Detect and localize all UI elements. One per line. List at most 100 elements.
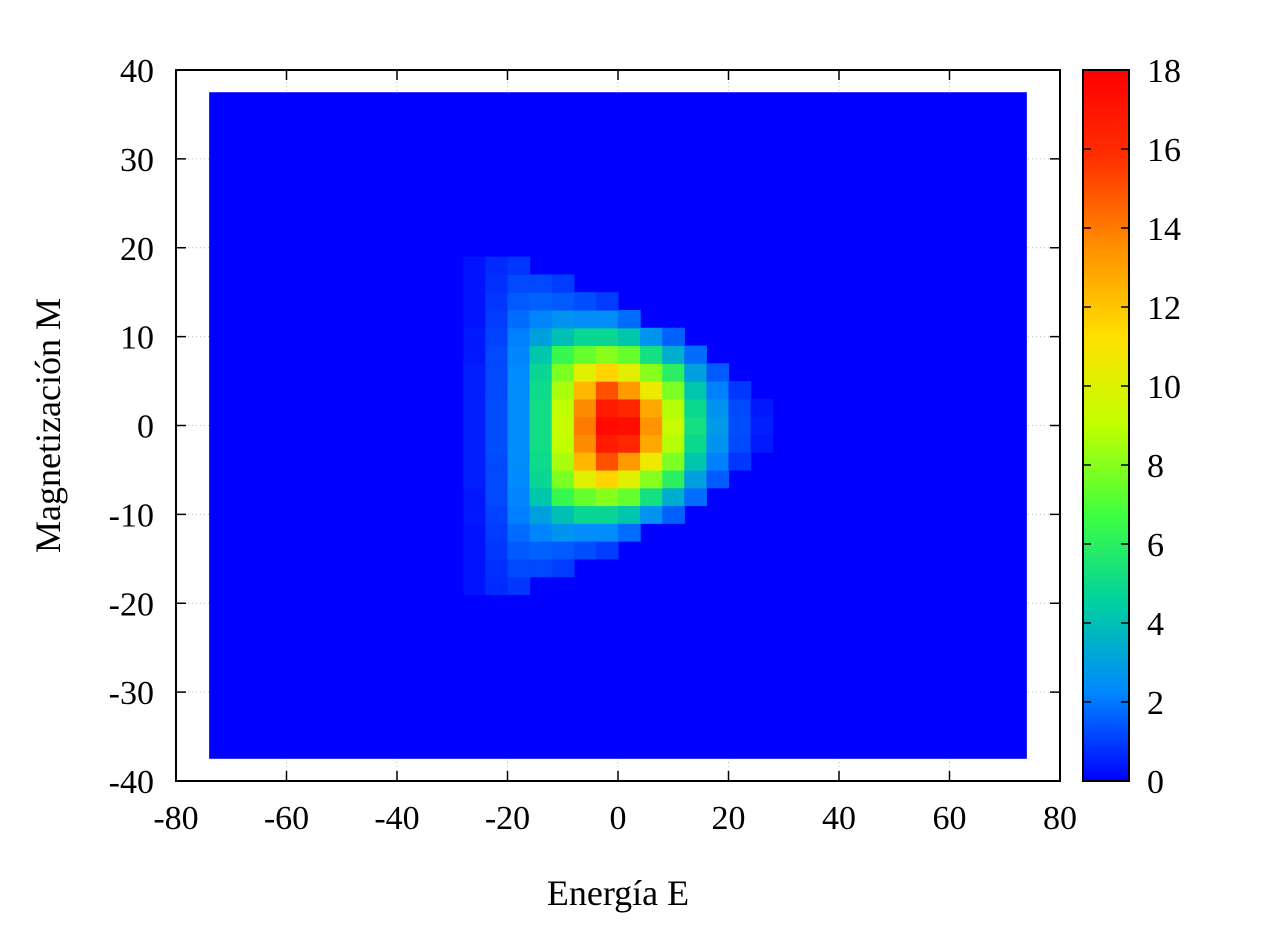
heatmap-cell <box>618 487 641 507</box>
heatmap-cell <box>507 327 531 347</box>
x-tick-labels: -80 -60 -40 -20 0 20 40 60 80 <box>153 800 1077 837</box>
heatmap-cell <box>573 541 597 560</box>
heatmap-cell <box>463 327 486 347</box>
heatmap-cell <box>551 398 575 418</box>
heatmap-cell <box>507 381 531 400</box>
heatmap-cell <box>463 523 486 542</box>
heatmap-cell <box>662 416 685 435</box>
heatmap-cell <box>551 416 575 435</box>
heatmap-cell <box>618 398 641 418</box>
heatmap-cell <box>595 487 619 507</box>
heatmap-cell <box>463 256 486 276</box>
y-tick-label: 10 <box>120 320 154 357</box>
heatmap-cell <box>507 452 531 471</box>
heatmap-cell <box>573 469 597 489</box>
colorbar-tick-label: 16 <box>1147 132 1181 169</box>
heatmap-cell <box>463 576 486 595</box>
heatmap-cell <box>485 452 509 471</box>
x-tick-label: -60 <box>264 800 309 837</box>
heatmap-cell <box>529 452 553 471</box>
colorbar-tick-label: 18 <box>1147 53 1181 90</box>
heatmap-cell <box>640 469 663 489</box>
heatmap-cell <box>618 505 641 524</box>
heatmap-cell <box>573 452 597 471</box>
x-axis-label: Energía E <box>547 873 689 913</box>
heatmap-cell <box>507 274 531 293</box>
y-tick-label: -10 <box>109 497 154 534</box>
heatmap-cell <box>463 416 486 435</box>
heatmap-cell <box>529 398 553 418</box>
y-tick-label: -20 <box>109 586 154 623</box>
heatmap-cell <box>573 523 597 542</box>
heatmap-cell <box>618 416 641 435</box>
heatmap-cell <box>684 469 707 489</box>
heatmap-cell <box>529 274 553 293</box>
x-tick-label: 20 <box>712 800 746 837</box>
y-tick-labels: -40 -30 -20 -10 0 10 20 30 40 <box>109 53 154 801</box>
heatmap-cell <box>507 416 531 435</box>
heatmap-cell <box>529 363 553 382</box>
heatmap-cell <box>485 292 509 311</box>
heatmap-cell <box>463 505 486 524</box>
x-tick-label: -20 <box>485 800 530 837</box>
heatmap-cell <box>618 345 641 364</box>
heatmap-cell <box>485 309 509 329</box>
heatmap-cell <box>507 345 531 364</box>
heatmap-cell <box>706 469 730 489</box>
heatmap-cells <box>463 256 774 595</box>
heatmap-cell <box>463 309 486 329</box>
heatmap-cell <box>573 434 597 453</box>
heatmap-cell <box>595 541 619 560</box>
heatmap-cell <box>507 576 531 595</box>
heatmap-cell <box>684 452 707 471</box>
heatmap-cell <box>662 505 685 524</box>
heatmap-cell <box>640 327 663 347</box>
heatmap-cell <box>463 558 486 578</box>
colorbar-tick-label: 14 <box>1147 211 1181 248</box>
heatmap-cell <box>529 309 553 329</box>
heatmap-cell <box>728 398 752 418</box>
heatmap-cell <box>463 541 486 560</box>
heatmap-cell <box>507 398 531 418</box>
axis-ticks <box>175 69 1061 782</box>
heatmap-cell <box>573 292 597 311</box>
heatmap-cell <box>595 381 619 400</box>
heatmap-cell <box>662 381 685 400</box>
heatmap-cell <box>573 398 597 418</box>
colorbar-tick-label: 0 <box>1147 764 1164 801</box>
heatmap-cell <box>662 452 685 471</box>
heatmap-cell <box>595 292 619 311</box>
heatmap-cell <box>551 469 575 489</box>
heatmap-cell <box>618 327 641 347</box>
heatmap-cell <box>463 381 486 400</box>
heatmap-cell <box>463 274 486 293</box>
heatmap-cell <box>684 381 707 400</box>
heatmap-cell <box>507 541 531 560</box>
heatmap-cell <box>573 327 597 347</box>
heatmap-cell <box>485 469 509 489</box>
heatmap-cell <box>662 434 685 453</box>
heatmap-cell <box>573 345 597 364</box>
colorbar <box>1083 70 1129 781</box>
heatmap-cell <box>485 274 509 293</box>
heatmap-cell <box>485 434 509 453</box>
heatmap-cell <box>529 558 553 578</box>
heatmap-cell <box>728 452 752 471</box>
heatmap-cell <box>485 345 509 364</box>
heatmap-cell <box>551 558 575 578</box>
heatmap-cell <box>529 327 553 347</box>
heatmap-cell <box>706 381 730 400</box>
colorbar-tick-label: 6 <box>1147 527 1164 564</box>
heatmap-cell <box>684 434 707 453</box>
x-tick-label: 0 <box>610 800 627 837</box>
heatmap-cell <box>463 469 486 489</box>
heatmap-cell <box>573 381 597 400</box>
heatmap-cell <box>595 434 619 453</box>
heatmap-cell <box>706 363 730 382</box>
heatmap-cell <box>640 505 663 524</box>
heatmap-cell <box>529 416 553 435</box>
colorbar-frame <box>1082 69 1130 782</box>
heatmap-cell <box>595 416 619 435</box>
heatmap-cell <box>463 487 486 507</box>
heatmap-cell <box>485 505 509 524</box>
